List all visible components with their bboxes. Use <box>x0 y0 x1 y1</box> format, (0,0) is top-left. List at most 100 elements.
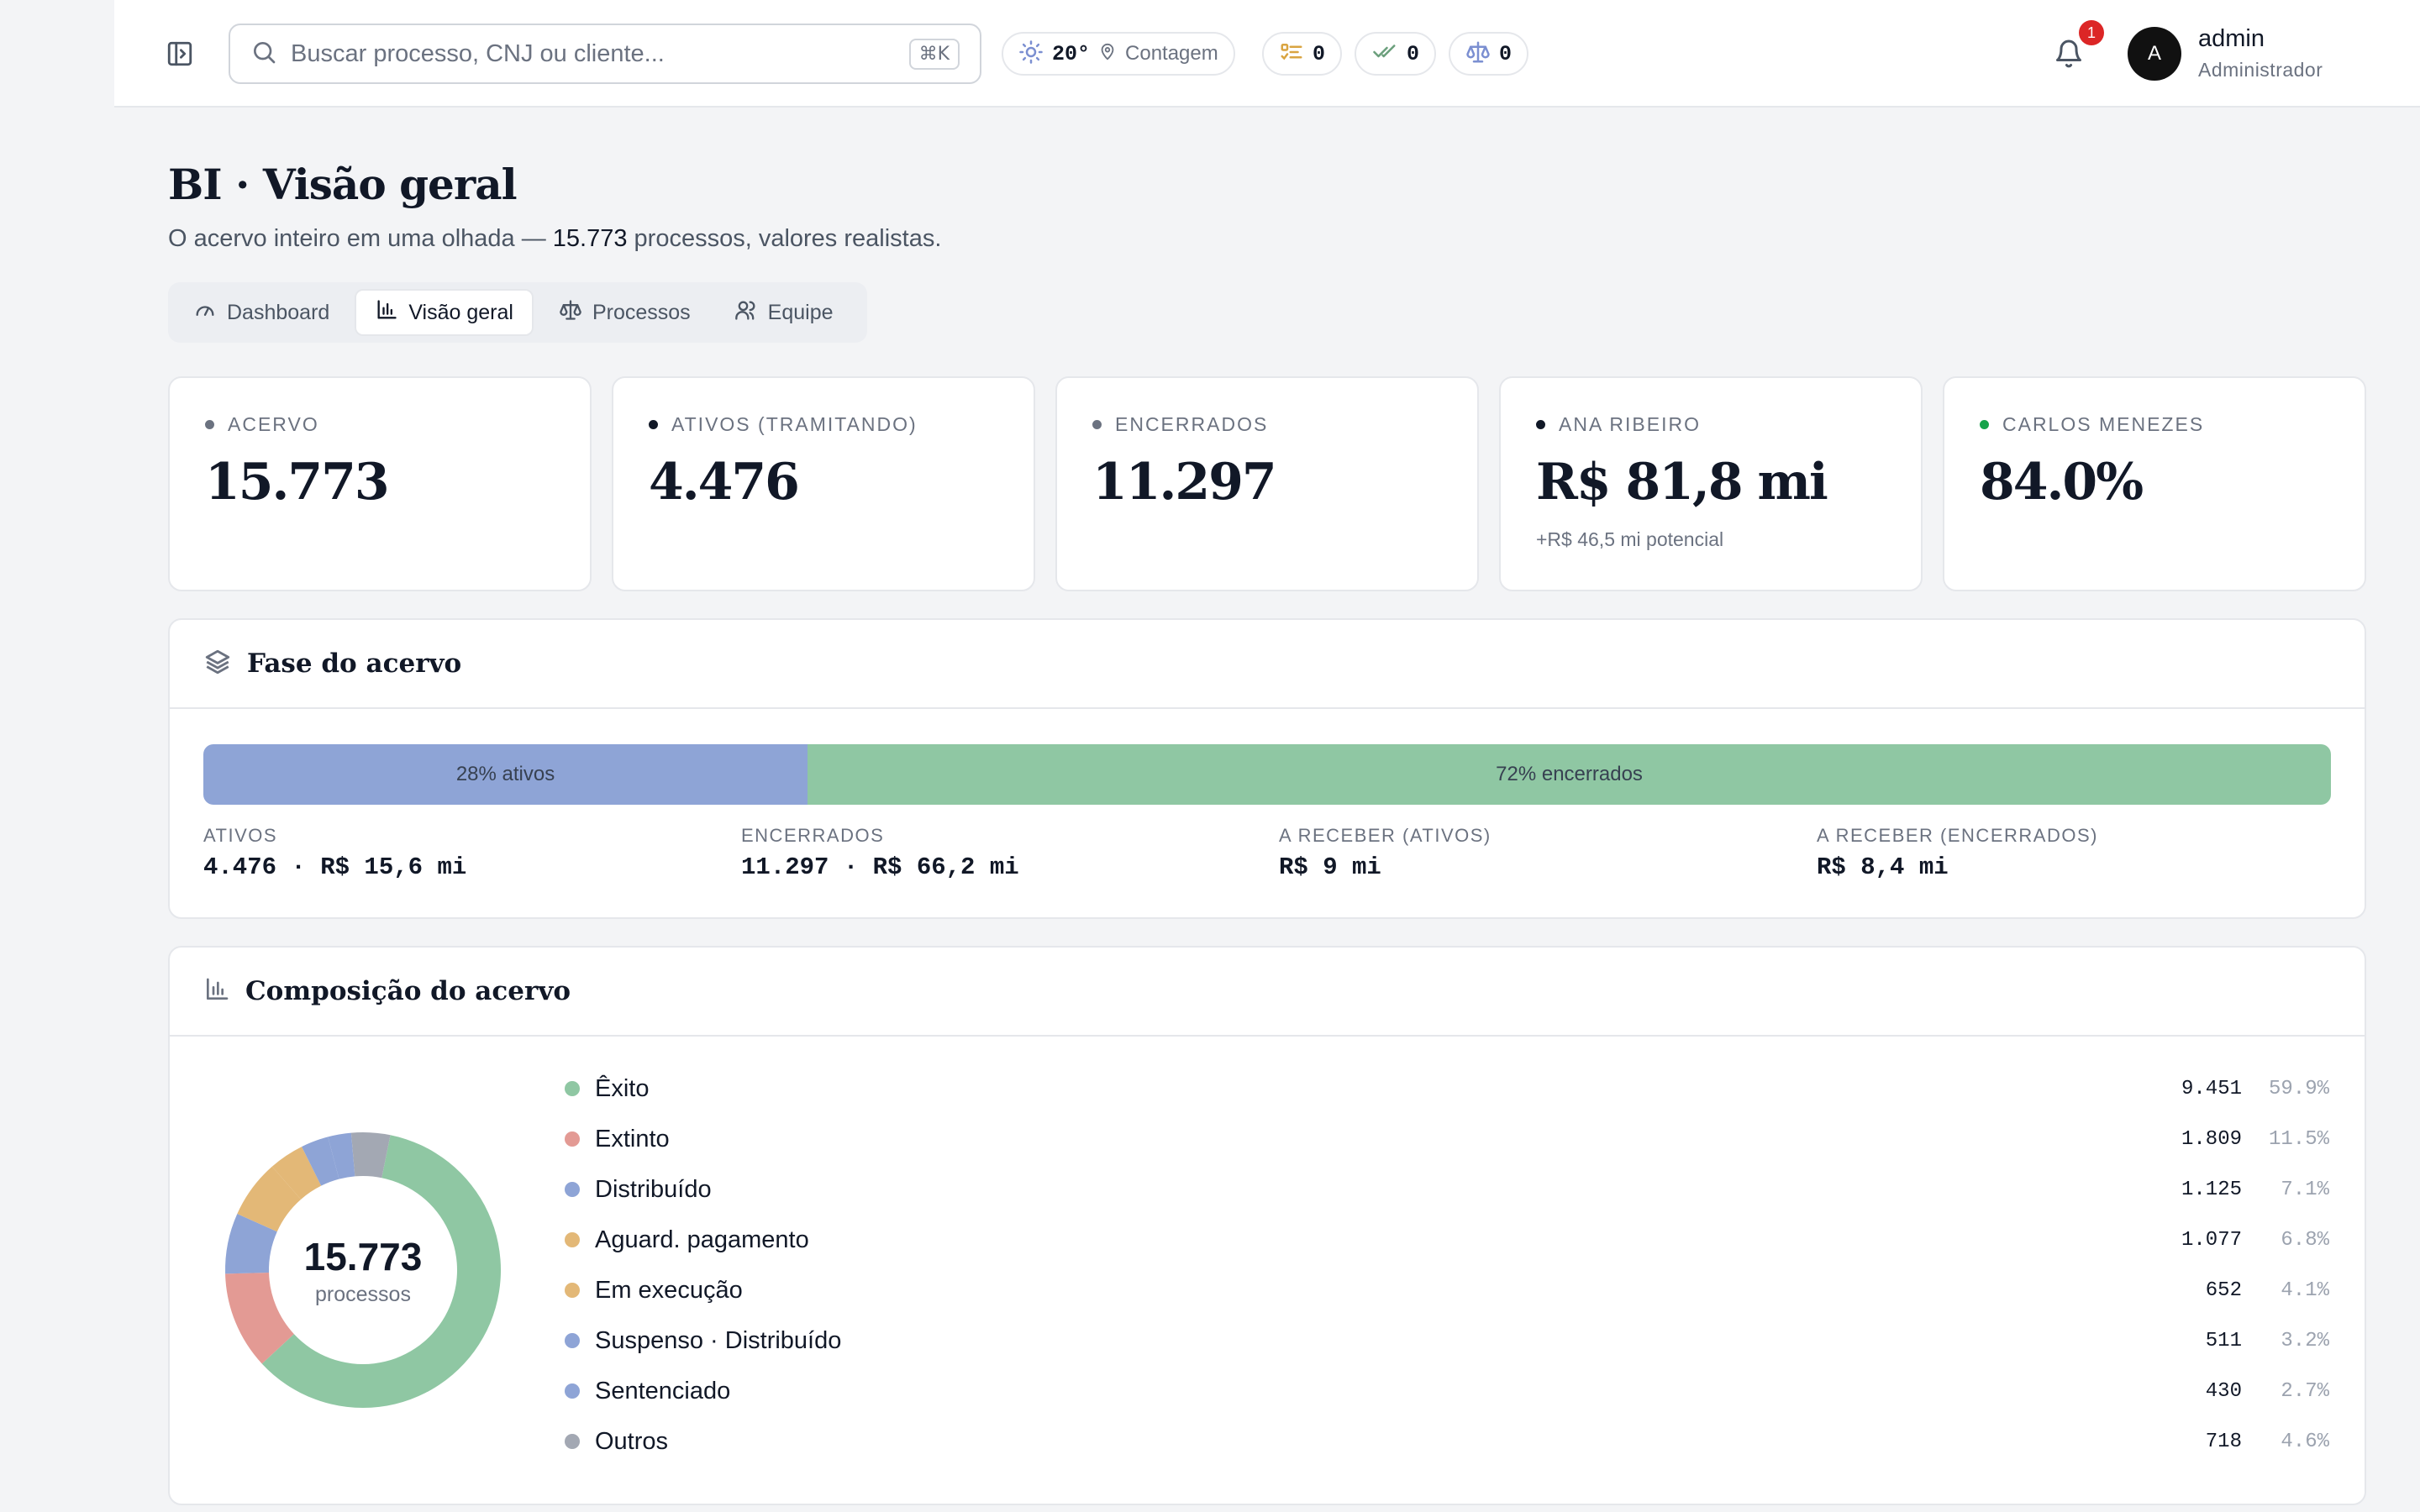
view-tabs: Dashboard Visão geral Processos Equipe <box>168 282 867 343</box>
phase-stat-label: A RECEBER (ENCERRADOS) <box>1817 825 2098 846</box>
kpi-value: 15.773 <box>205 453 390 512</box>
phase-stat-receber-ativos: A RECEBER (ATIVOS) R$ 9 mi <box>1279 825 1817 881</box>
counter-tasks[interactable]: 0 <box>1262 32 1343 76</box>
legend-count: 511 <box>2205 1329 2242 1352</box>
legend-percent: 3.2% <box>2281 1329 2329 1352</box>
legend-row[interactable]: Outros 718 4.6% <box>565 1416 2329 1467</box>
legend-percent: 59.9% <box>2268 1077 2329 1100</box>
legend-swatch <box>565 1182 580 1197</box>
page-subtitle: O acervo inteiro em uma olhada — 15.773 … <box>168 225 942 252</box>
donut-slice[interactable] <box>271 1147 322 1200</box>
weather-widget[interactable]: 20° Contagem <box>1002 32 1235 76</box>
counter-done-value: 0 <box>1407 41 1420 66</box>
legend-count: 9.451 <box>2181 1077 2242 1100</box>
kpi-label: ANA RIBEIRO <box>1559 413 1701 435</box>
legend-count: 718 <box>2205 1430 2242 1453</box>
legend-row[interactable]: Em execução 652 4.1% <box>565 1265 2329 1315</box>
legend-percent: 2.7% <box>2281 1379 2329 1403</box>
donut-chart: 15.773 processos <box>203 1110 523 1430</box>
legend-label: Êxito <box>595 1074 650 1102</box>
avatar[interactable]: A <box>2128 27 2181 81</box>
tab-visao-geral-label: Visão geral <box>408 300 513 324</box>
phase-stat-encerrados: ENCERRADOS 11.297 · R$ 66,2 mi <box>741 825 1279 881</box>
donut-slice[interactable] <box>302 1137 339 1186</box>
subtitle-total: 15.773 <box>552 225 628 252</box>
kpi-label: ACERVO <box>228 413 319 435</box>
kpi-label: ENCERRADOS <box>1115 413 1269 435</box>
weather-city: Contagem <box>1125 42 1218 65</box>
donut-slice[interactable] <box>237 1166 302 1232</box>
donut-slice[interactable] <box>328 1132 355 1179</box>
phase-stat-label: A RECEBER (ATIVOS) <box>1279 825 1491 846</box>
bar-chart-icon <box>375 298 398 328</box>
donut-total-label: processos <box>315 1282 411 1306</box>
tab-visao-geral[interactable]: Visão geral <box>355 289 534 336</box>
tab-equipe-label: Equipe <box>767 300 834 324</box>
composition-legend: Êxito 9.451 59.9% Extinto 1.809 11.5% Distribu… <box>565 1063 2329 1467</box>
legend-row[interactable]: Distribuído 1.125 7.1% <box>565 1164 2329 1215</box>
sidebar-toggle-icon[interactable] <box>161 35 198 72</box>
counter-tasks-value: 0 <box>1313 41 1326 66</box>
phase-stat-value: R$ 9 mi <box>1279 853 1381 881</box>
donut-slice[interactable] <box>225 1213 277 1274</box>
phase-segment-ativos[interactable]: 28% ativos <box>203 744 808 805</box>
legend-swatch <box>565 1131 580 1147</box>
phase-stat-value: R$ 8,4 mi <box>1817 853 1949 881</box>
legend-row[interactable]: Êxito 9.451 59.9% <box>565 1063 2329 1114</box>
legend-label: Aguard. pagamento <box>595 1226 809 1253</box>
legend-count: 1.809 <box>2181 1127 2242 1151</box>
kpi-dot <box>649 420 658 429</box>
kpi-card-ana-ribeiro: ANA RIBEIRO R$ 81,8 mi +R$ 46,5 mi poten… <box>1499 376 1923 591</box>
legend-percent: 7.1% <box>2281 1178 2329 1201</box>
phase-stat-value: 11.297 · R$ 66,2 mi <box>741 853 1019 881</box>
legend-count: 1.125 <box>2181 1178 2242 1201</box>
phase-stats: ATIVOS 4.476 · R$ 15,6 mi ENCERRADOS 11.… <box>203 825 2354 881</box>
phase-stat-receber-encerrados: A RECEBER (ENCERRADOS) R$ 8,4 mi <box>1817 825 2354 881</box>
search-input[interactable] <box>291 39 909 68</box>
kpi-dot <box>205 420 214 429</box>
donut-slice[interactable] <box>350 1132 391 1179</box>
bar-chart-icon <box>203 976 230 1007</box>
donut-svg <box>225 1132 501 1408</box>
user-name[interactable]: admin <box>2198 25 2265 52</box>
legend-swatch <box>565 1283 580 1298</box>
counter-cases-value: 0 <box>1499 41 1512 66</box>
legend-swatch <box>565 1232 580 1247</box>
donut-slice[interactable] <box>261 1135 501 1408</box>
phase-stat-value: 4.476 · R$ 15,6 mi <box>203 853 467 881</box>
donut-center: 15.773 processos <box>203 1110 523 1430</box>
tab-equipe[interactable]: Equipe <box>716 289 852 336</box>
user-role: Administrador <box>2198 59 2323 81</box>
page-title: BI · Visão geral <box>168 160 518 209</box>
legend-swatch <box>565 1081 580 1096</box>
phase-segment-encerrados[interactable]: 72% encerrados <box>808 744 2331 805</box>
donut-total: 15.773 <box>303 1234 423 1278</box>
kpi-card-ativos: ATIVOS (TRAMITANDO) 4.476 <box>612 376 1035 591</box>
legend-row[interactable]: Sentenciado 430 2.7% <box>565 1366 2329 1416</box>
task-list-icon <box>1279 39 1304 69</box>
top-bar: ⌘K 20° Contagem 0 0 0 1 A admin Administ… <box>114 0 2420 108</box>
legend-label: Em execução <box>595 1276 743 1304</box>
legend-row[interactable]: Extinto 1.809 11.5% <box>565 1114 2329 1164</box>
legend-label: Outros <box>595 1427 669 1455</box>
legend-percent: 6.8% <box>2281 1228 2329 1252</box>
phase-stat-label: ENCERRADOS <box>741 825 885 846</box>
search-shortcut: ⌘K <box>908 38 960 70</box>
legend-percent: 11.5% <box>2268 1127 2329 1151</box>
bell-icon[interactable] <box>2049 34 2089 74</box>
tab-dashboard[interactable]: Dashboard <box>175 289 348 336</box>
weather-temperature: 20° <box>1052 41 1091 66</box>
counter-done[interactable]: 0 <box>1355 32 1437 76</box>
phase-stat-label: ATIVOS <box>203 825 278 846</box>
kpi-value: 84.0% <box>1980 453 2144 512</box>
sidebar-collapsed <box>0 0 114 1512</box>
gauge-icon <box>193 298 217 328</box>
counter-cases[interactable]: 0 <box>1449 32 1529 76</box>
tab-processos[interactable]: Processos <box>540 289 709 336</box>
notification-badge: 1 <box>2079 20 2104 45</box>
legend-row[interactable]: Suspenso · Distribuído 511 3.2% <box>565 1315 2329 1366</box>
search-box[interactable]: ⌘K <box>229 24 981 84</box>
scale-icon <box>1465 39 1491 69</box>
donut-slice[interactable] <box>225 1273 294 1364</box>
legend-row[interactable]: Aguard. pagamento 1.077 6.8% <box>565 1215 2329 1265</box>
